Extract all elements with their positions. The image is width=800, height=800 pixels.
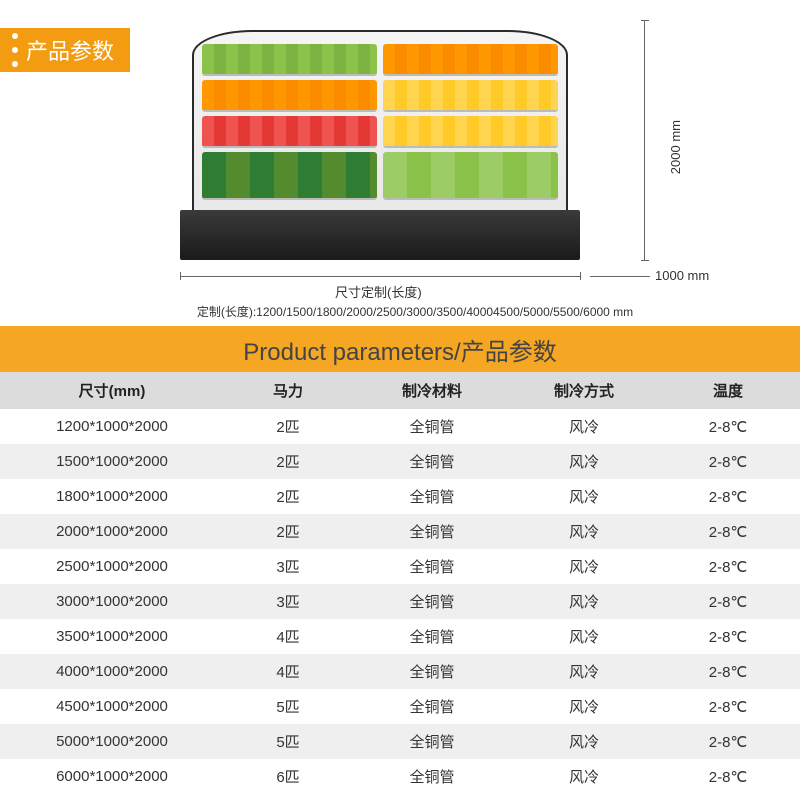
table-cell: 风冷 (512, 549, 656, 584)
table-cell: 2-8℃ (656, 759, 800, 794)
col-header-material: 制冷材料 (352, 372, 512, 409)
table-cell: 风冷 (512, 479, 656, 514)
product-params-badge: 产品参数 (0, 28, 130, 72)
table-cell: 5000*1000*2000 (0, 724, 224, 759)
table-cell: 2-8℃ (656, 654, 800, 689)
table-row: 2500*1000*20003匹全铜管风冷2-8℃ (0, 549, 800, 584)
cooler-base (180, 210, 580, 260)
table-cell: 2-8℃ (656, 724, 800, 759)
cooler-interior (192, 30, 568, 210)
badge-label: 产品参数 (26, 34, 114, 66)
table-cell: 风冷 (512, 514, 656, 549)
table-cell: 1800*1000*2000 (0, 479, 224, 514)
length-dim-label: 尺寸定制(长度) (335, 282, 422, 301)
col-header-cooling: 制冷方式 (512, 372, 656, 409)
table-cell: 风冷 (512, 619, 656, 654)
table-cell: 风冷 (512, 409, 656, 444)
table-cell: 2000*1000*2000 (0, 514, 224, 549)
table-cell: 2匹 (224, 409, 352, 444)
table-cell: 风冷 (512, 689, 656, 724)
table-cell: 3匹 (224, 584, 352, 619)
table-cell: 全铜管 (352, 584, 512, 619)
table-cell: 1200*1000*2000 (0, 409, 224, 444)
table-cell: 全铜管 (352, 724, 512, 759)
table-row: 4000*1000*20004匹全铜管风冷2-8℃ (0, 654, 800, 689)
table-cell: 2-8℃ (656, 514, 800, 549)
table-cell: 2500*1000*2000 (0, 549, 224, 584)
table-cell: 4匹 (224, 654, 352, 689)
product-diagram: 2000 mm 1000 mm 尺寸定制(长度) 定制(长度):1200/150… (135, 20, 695, 320)
col-header-size: 尺寸(mm) (0, 372, 224, 409)
table-cell: 2-8℃ (656, 409, 800, 444)
table-cell: 风冷 (512, 724, 656, 759)
table-row: 1200*1000*20002匹全铜管风冷2-8℃ (0, 409, 800, 444)
table-cell: 3500*1000*2000 (0, 619, 224, 654)
table-header-row: 尺寸(mm) 马力 制冷材料 制冷方式 温度 (0, 372, 800, 409)
depth-dim-line (590, 276, 650, 277)
table-cell: 2-8℃ (656, 549, 800, 584)
table-row: 2000*1000*20002匹全铜管风冷2-8℃ (0, 514, 800, 549)
depth-dim-label: 1000 mm (655, 268, 709, 283)
table-cell: 2-8℃ (656, 689, 800, 724)
table-cell: 全铜管 (352, 479, 512, 514)
table-cell: 5匹 (224, 724, 352, 759)
table-cell: 全铜管 (352, 549, 512, 584)
table-cell: 2-8℃ (656, 444, 800, 479)
table-cell: 风冷 (512, 444, 656, 479)
table-cell: 1500*1000*2000 (0, 444, 224, 479)
col-header-hp: 马力 (224, 372, 352, 409)
table-row: 6000*1000*20006匹全铜管风冷2-8℃ (0, 759, 800, 794)
table-cell: 3匹 (224, 549, 352, 584)
col-header-temperature: 温度 (656, 372, 800, 409)
custom-length-note: 定制(长度):1200/1500/1800/2000/2500/3000/350… (135, 303, 695, 320)
height-dim-line (644, 20, 645, 260)
table-cell: 6000*1000*2000 (0, 759, 224, 794)
table-row: 1500*1000*20002匹全铜管风冷2-8℃ (0, 444, 800, 479)
height-dim-label: 2000 mm (668, 120, 683, 174)
table-title-text: Product parameters/产品参数 (243, 332, 556, 367)
table-cell: 2-8℃ (656, 584, 800, 619)
table-cell: 全铜管 (352, 444, 512, 479)
table-cell: 2-8℃ (656, 479, 800, 514)
table-row: 4500*1000*20005匹全铜管风冷2-8℃ (0, 689, 800, 724)
cooler-illustration (180, 20, 580, 260)
table-cell: 全铜管 (352, 654, 512, 689)
table-cell: 3000*1000*2000 (0, 584, 224, 619)
table-cell: 全铜管 (352, 619, 512, 654)
table-row: 5000*1000*20005匹全铜管风冷2-8℃ (0, 724, 800, 759)
table-cell: 4500*1000*2000 (0, 689, 224, 724)
table-cell: 2-8℃ (656, 619, 800, 654)
table-cell: 全铜管 (352, 759, 512, 794)
table-cell: 5匹 (224, 689, 352, 724)
table-cell: 全铜管 (352, 689, 512, 724)
table-cell: 2匹 (224, 514, 352, 549)
table-row: 3000*1000*20003匹全铜管风冷2-8℃ (0, 584, 800, 619)
table-cell: 6匹 (224, 759, 352, 794)
table-cell: 全铜管 (352, 514, 512, 549)
table-row: 3500*1000*20004匹全铜管风冷2-8℃ (0, 619, 800, 654)
table-title-bar: Product parameters/产品参数 (0, 326, 800, 372)
table-row: 1800*1000*20002匹全铜管风冷2-8℃ (0, 479, 800, 514)
table-cell: 4000*1000*2000 (0, 654, 224, 689)
table-cell: 全铜管 (352, 409, 512, 444)
table-cell: 风冷 (512, 654, 656, 689)
length-dim-line (180, 276, 580, 277)
table-cell: 风冷 (512, 759, 656, 794)
table-cell: 4匹 (224, 619, 352, 654)
table-cell: 风冷 (512, 584, 656, 619)
table-cell: 2匹 (224, 444, 352, 479)
params-table: 尺寸(mm) 马力 制冷材料 制冷方式 温度 1200*1000*20002匹全… (0, 372, 800, 794)
table-cell: 2匹 (224, 479, 352, 514)
